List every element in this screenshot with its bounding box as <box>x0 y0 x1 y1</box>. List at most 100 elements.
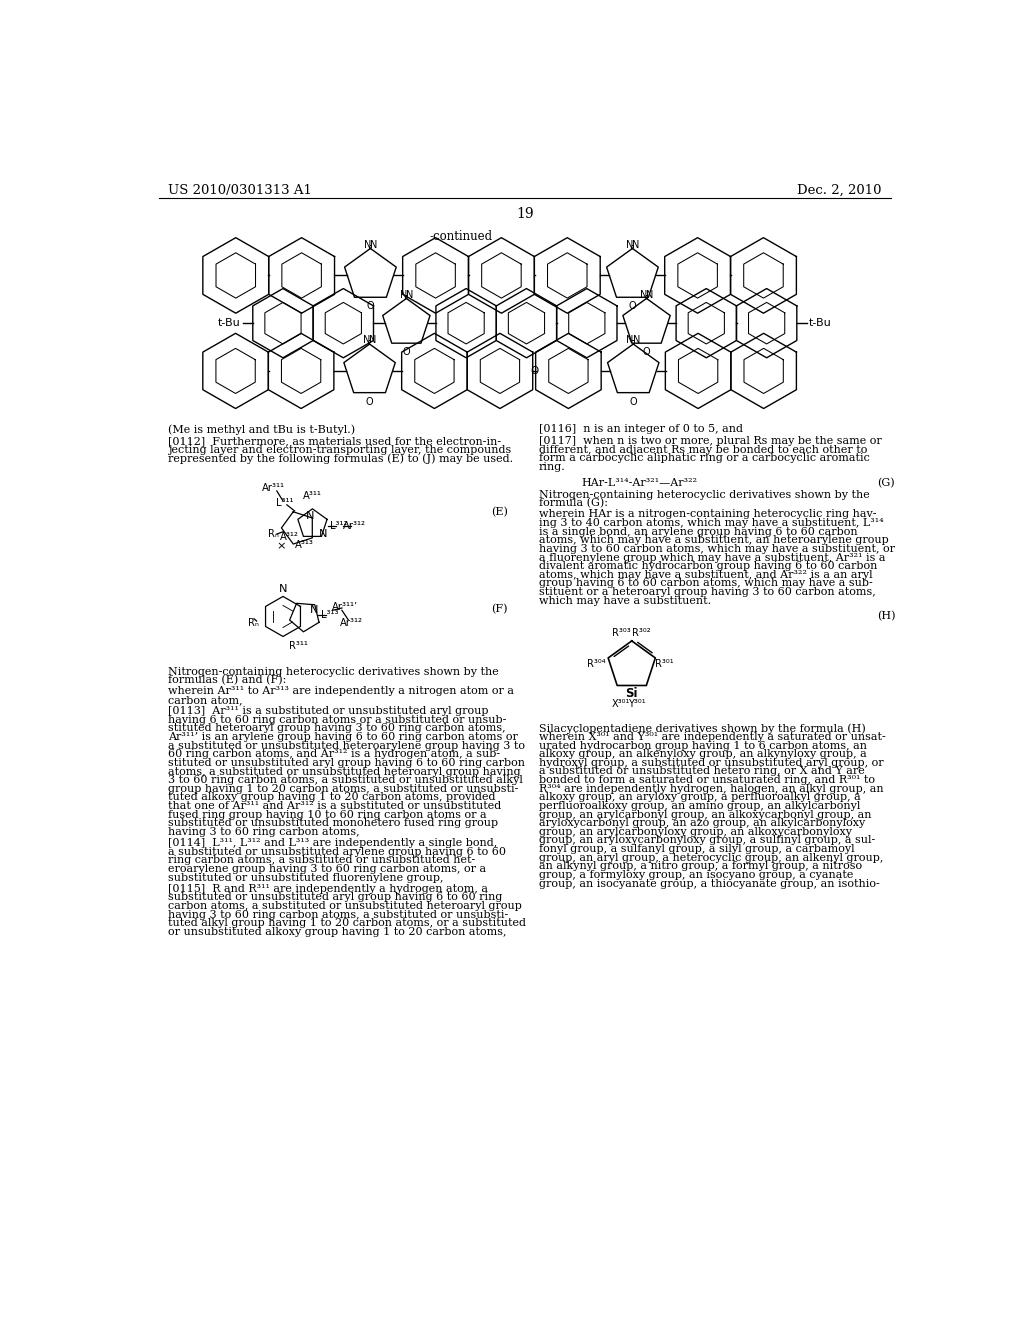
Text: having 3 to 60 ring carbon atoms, a substituted or unsubsti-: having 3 to 60 ring carbon atoms, a subs… <box>168 909 509 920</box>
Text: O: O <box>629 301 636 312</box>
Text: substituted or unsubstituted fluorenylene group,: substituted or unsubstituted fluorenylen… <box>168 873 443 883</box>
Text: N: N <box>279 583 288 594</box>
Text: atoms, a substituted or unsubstituted heteroaryl group having: atoms, a substituted or unsubstituted he… <box>168 767 521 776</box>
Text: A³¹²: A³¹² <box>280 532 299 543</box>
Text: Ar³¹²: Ar³¹² <box>343 521 366 532</box>
Text: jecting layer and electron-transporting layer, the compounds: jecting layer and electron-transporting … <box>168 445 512 455</box>
Text: bonded to form a saturated or unsaturated ring, and R³⁰¹ to: bonded to form a saturated or unsaturate… <box>539 775 874 785</box>
Text: fonyl group, a sulfanyl group, a silyl group, a carbamoyl: fonyl group, a sulfanyl group, a silyl g… <box>539 843 854 854</box>
Text: group, an arylcarbonyloxy group, an alkoxycarbonyloxy: group, an arylcarbonyloxy group, an alko… <box>539 826 852 837</box>
Text: (Me is methyl and tBu is t-Butyl.): (Me is methyl and tBu is t-Butyl.) <box>168 424 355 434</box>
Text: represented by the following formulas (E) to (J) may be used.: represented by the following formulas (E… <box>168 453 513 463</box>
Text: group, an aryloxycarbonyloxy group, a sulfinyl group, a sul-: group, an aryloxycarbonyloxy group, a su… <box>539 836 874 845</box>
Text: [0117]  when n is two or more, plural Rs may be the same or: [0117] when n is two or more, plural Rs … <box>539 436 882 446</box>
Text: perfluoroalkoxy group, an amino group, an alkylcarbonyl: perfluoroalkoxy group, an amino group, a… <box>539 801 860 810</box>
Text: ring carbon atoms, a substituted or unsubstituted het-: ring carbon atoms, a substituted or unsu… <box>168 855 475 866</box>
Text: (F): (F) <box>492 603 508 614</box>
Text: divalent aromatic hydrocarbon group having 6 to 60 carbon: divalent aromatic hydrocarbon group havi… <box>539 561 878 572</box>
Text: 19: 19 <box>516 207 534 220</box>
Text: A³¹¹: A³¹¹ <box>303 491 322 500</box>
Text: N: N <box>362 335 370 346</box>
Text: [0113]  Ar³¹¹ is a substituted or unsubstituted aryl group: [0113] Ar³¹¹ is a substituted or unsubst… <box>168 706 488 717</box>
Text: (G): (G) <box>878 478 895 488</box>
Text: fused ring group having 10 to 60 ring carbon atoms or a: fused ring group having 10 to 60 ring ca… <box>168 809 487 820</box>
Text: X³⁰¹: X³⁰¹ <box>611 700 630 709</box>
Text: R³⁰¹: R³⁰¹ <box>655 659 674 669</box>
Text: N: N <box>627 335 634 346</box>
Text: hydroxyl group, a substituted or unsubstituted aryl group, or: hydroxyl group, a substituted or unsubst… <box>539 758 884 768</box>
Text: Silacyclopentadiene derivatives shown by the formula (H): Silacyclopentadiene derivatives shown by… <box>539 723 865 734</box>
Text: carbon atom,: carbon atom, <box>168 694 243 705</box>
Text: N: N <box>364 240 371 249</box>
Text: group having 6 to 60 carbon atoms, which may have a sub-: group having 6 to 60 carbon atoms, which… <box>539 578 872 589</box>
Text: N: N <box>306 511 314 521</box>
Text: a substituted or unsubstituted arylene group having 6 to 60: a substituted or unsubstituted arylene g… <box>168 846 506 857</box>
Text: formulas (E) and (F):: formulas (E) and (F): <box>168 675 287 685</box>
Text: N: N <box>319 529 328 539</box>
Text: tuted alkyl group having 1 to 20 carbon atoms, or a substituted: tuted alkyl group having 1 to 20 carbon … <box>168 919 526 928</box>
Text: Nitrogen-containing heterocyclic derivatives shown by the: Nitrogen-containing heterocyclic derivat… <box>539 490 869 499</box>
Text: stituent or a heteroaryl group having 3 to 60 carbon atoms,: stituent or a heteroaryl group having 3 … <box>539 587 876 597</box>
Text: group, a formyloxy group, an isocyano group, a cyanate: group, a formyloxy group, an isocyano gr… <box>539 870 853 880</box>
Text: stituted or unsubstituted aryl group having 6 to 60 ring carbon: stituted or unsubstituted aryl group hav… <box>168 758 525 768</box>
Text: N: N <box>633 335 640 346</box>
Text: O: O <box>630 396 637 407</box>
Text: ×: × <box>276 541 286 552</box>
Text: [0112]  Furthermore, as materials used for the electron-in-: [0112] Furthermore, as materials used fo… <box>168 436 502 446</box>
Text: [0116]  n is an integer of 0 to 5, and: [0116] n is an integer of 0 to 5, and <box>539 424 742 434</box>
Text: aryloxycarbonyl group, an azo group, an alkylcarbonyloxy: aryloxycarbonyl group, an azo group, an … <box>539 818 865 828</box>
Text: N: N <box>632 240 639 249</box>
Text: HAr-L³¹⁴-Ar³²¹—Ar³²²: HAr-L³¹⁴-Ar³²¹—Ar³²² <box>582 478 697 487</box>
Text: Si: Si <box>626 686 638 700</box>
Text: substituted or unsubstituted aryl group having 6 to 60 ring: substituted or unsubstituted aryl group … <box>168 892 503 903</box>
Text: O: O <box>367 301 374 312</box>
Text: O: O <box>366 396 374 407</box>
Text: group, an arylcarbonyl group, an alkoxycarbonyl group, an: group, an arylcarbonyl group, an alkoxyc… <box>539 809 871 820</box>
Text: 3 to 60 ring carbon atoms, a substituted or unsubstituted alkyl: 3 to 60 ring carbon atoms, a substituted… <box>168 775 523 785</box>
Text: which may have a substituent.: which may have a substituent. <box>539 595 711 606</box>
Text: t-Bu: t-Bu <box>809 318 831 329</box>
Text: US 2010/0301313 A1: US 2010/0301313 A1 <box>168 185 312 197</box>
Text: Ar³¹¹’ is an arylene group having 6 to 60 ring carbon atoms or: Ar³¹¹’ is an arylene group having 6 to 6… <box>168 733 518 742</box>
Text: R³⁰²: R³⁰² <box>632 628 650 638</box>
Text: or unsubstituted alkoxy group having 1 to 20 carbon atoms,: or unsubstituted alkoxy group having 1 t… <box>168 927 507 937</box>
Text: eroarylene group having 3 to 60 ring carbon atoms, or a: eroarylene group having 3 to 60 ring car… <box>168 865 486 874</box>
Text: O: O <box>643 347 650 356</box>
Text: urated hydrocarbon group having 1 to 6 carbon atoms, an: urated hydrocarbon group having 1 to 6 c… <box>539 741 866 751</box>
Text: N: N <box>646 289 653 300</box>
Text: O: O <box>530 366 539 376</box>
Text: L³¹¹: L³¹¹ <box>275 498 293 508</box>
Text: Rₙ: Rₙ <box>268 529 280 539</box>
Text: R³⁰³: R³⁰³ <box>611 628 631 638</box>
Text: R³¹¹: R³¹¹ <box>289 640 308 651</box>
Text: N: N <box>370 240 377 249</box>
Text: formula (G):: formula (G): <box>539 498 608 508</box>
Text: N: N <box>399 289 407 300</box>
Text: [0114]  L³¹¹, L³¹² and L³¹³ are independently a single bond,: [0114] L³¹¹, L³¹² and L³¹³ are independe… <box>168 838 498 849</box>
Text: N: N <box>309 606 318 615</box>
Text: -continued: -continued <box>430 231 493 243</box>
Text: substituted or unsubstituted monohetero fused ring group: substituted or unsubstituted monohetero … <box>168 818 499 828</box>
Text: (H): (H) <box>877 611 895 622</box>
Text: R³⁰⁴: R³⁰⁴ <box>587 659 605 669</box>
Text: atoms, which may have a substituent, an heteroarylene group: atoms, which may have a substituent, an … <box>539 536 889 545</box>
Text: [0115]  R and R³¹¹ are independently a hydrogen atom, a: [0115] R and R³¹¹ are independently a hy… <box>168 884 488 894</box>
Text: different, and adjacent Rs may be bonded to each other to: different, and adjacent Rs may be bonded… <box>539 445 867 455</box>
Text: Ar³¹¹: Ar³¹¹ <box>262 483 286 492</box>
Text: tuted alkoxy group having 1 to 20 carbon atoms, provided: tuted alkoxy group having 1 to 20 carbon… <box>168 792 496 803</box>
Text: O: O <box>402 347 411 356</box>
Text: alkoxy group, an aryloxy group, a perfluoroalkyl group, a: alkoxy group, an aryloxy group, a perflu… <box>539 792 860 803</box>
Text: having 3 to 60 ring carbon atoms,: having 3 to 60 ring carbon atoms, <box>168 826 359 837</box>
Text: N: N <box>406 289 413 300</box>
Text: a substituted or unsubstituted hetero ring, or X and Y are: a substituted or unsubstituted hetero ri… <box>539 767 864 776</box>
Text: a substituted or unsubstituted heteroarylene group having 3 to: a substituted or unsubstituted heteroary… <box>168 741 525 751</box>
Text: L³¹²: L³¹² <box>330 521 347 532</box>
Text: ing 3 to 40 carbon atoms, which may have a substituent, L³¹⁴: ing 3 to 40 carbon atoms, which may have… <box>539 517 884 528</box>
Text: R³⁰⁴ are independently hydrogen, halogen, an alkyl group, an: R³⁰⁴ are independently hydrogen, halogen… <box>539 784 884 793</box>
Text: Dec. 2, 2010: Dec. 2, 2010 <box>797 185 882 197</box>
Text: group, an aryl group, a heterocyclic group, an alkenyl group,: group, an aryl group, a heterocyclic gro… <box>539 853 883 863</box>
Text: alkoxy group, an alkenyloxy group, an alkynyloxy group, a: alkoxy group, an alkenyloxy group, an al… <box>539 750 866 759</box>
Text: wherein HAr is a nitrogen-containing heterocyclic ring hav-: wherein HAr is a nitrogen-containing het… <box>539 510 877 520</box>
Text: 60 ring carbon atoms, and Ar³¹² is a hydrogen atom, a sub-: 60 ring carbon atoms, and Ar³¹² is a hyd… <box>168 750 501 759</box>
Text: N: N <box>640 289 647 300</box>
